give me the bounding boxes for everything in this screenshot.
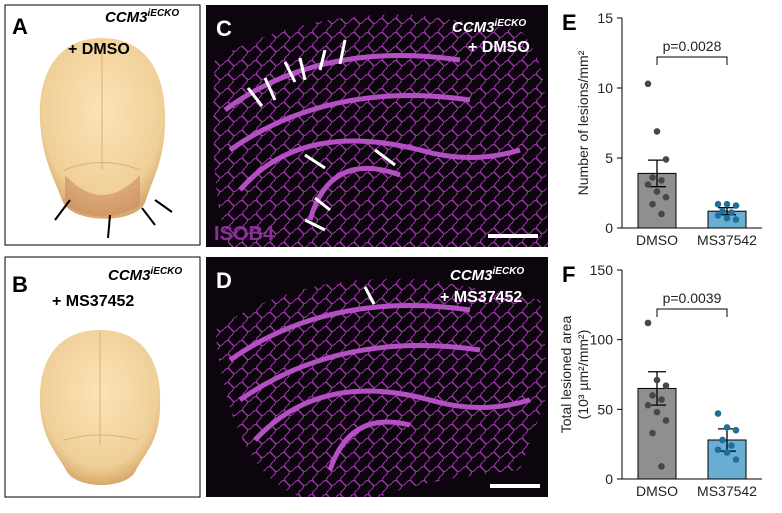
data-point (649, 174, 656, 181)
data-point (649, 200, 656, 208)
data-point (723, 200, 731, 208)
data-point (728, 209, 735, 216)
treatment: + DMSO (68, 41, 130, 58)
y-tick-label: 5 (605, 150, 613, 166)
genotype-name: CCM3 (450, 267, 493, 284)
stain-label: ISOB4 (214, 223, 275, 245)
genotype-superscript: iECKO (495, 18, 527, 29)
data-point (662, 156, 670, 163)
data-point (662, 382, 670, 389)
x-tick-label: DMSO (636, 483, 678, 499)
treatment: + MS37452 (52, 293, 134, 310)
data-point (662, 193, 670, 201)
treatment: + DMSO (468, 39, 530, 56)
genotype-name: CCM3 (452, 19, 495, 36)
p-value: p=0.0039 (663, 290, 722, 306)
data-point (644, 80, 652, 88)
genotype-superscript: iECKO (493, 266, 525, 277)
data-point (732, 216, 740, 223)
p-value: p=0.0028 (663, 38, 722, 54)
y-axis-label: (10³ µm²/mm²) (575, 330, 591, 420)
panel-letter: E (562, 10, 577, 35)
y-tick-label: 0 (605, 471, 613, 487)
y-tick-label: 150 (590, 262, 614, 278)
genotype: CCM3iECKO (105, 8, 179, 26)
panel-letter: B (12, 272, 28, 297)
y-tick-label: 100 (590, 332, 614, 348)
data-point (649, 429, 656, 437)
y-tick-label: 0 (605, 220, 613, 236)
data-point (658, 463, 665, 470)
y-axis-label: Total lesioned area (558, 316, 574, 434)
data-point (732, 426, 740, 434)
brain-fissure (63, 332, 139, 445)
brain-lesions (65, 175, 140, 217)
data-point (653, 188, 661, 195)
genotype-name: CCM3 (108, 267, 151, 284)
data-point (644, 319, 652, 327)
x-tick-label: DMSO (636, 232, 678, 248)
arrows (246, 39, 396, 232)
panel-letter: A (12, 14, 28, 39)
data-point (723, 424, 731, 431)
genotype-superscript: iECKO (148, 8, 180, 19)
genotype-name: CCM3 (105, 9, 148, 26)
data-point (732, 202, 740, 209)
significance-bracket (656, 56, 728, 65)
data-point (714, 200, 722, 208)
treatment: + MS37452 (440, 289, 522, 306)
data-point (728, 442, 735, 449)
data-point (644, 181, 652, 188)
data-point (723, 214, 731, 222)
data-point (653, 408, 661, 416)
data-point (714, 212, 722, 219)
tissue-folds (228, 303, 531, 471)
data-point (732, 456, 740, 463)
y-axis-label: Number of lesions/mm² (575, 50, 591, 195)
panel-letter: C (216, 16, 232, 41)
data-point (658, 396, 665, 403)
data-point (719, 207, 726, 215)
data-point (662, 417, 670, 424)
scale-bar (490, 484, 540, 488)
x-tick-label: MS37542 (697, 483, 757, 499)
genotype: CCM3iECKO (450, 266, 524, 284)
panel-letter: D (216, 268, 232, 293)
y-tick-label: 10 (597, 80, 613, 96)
tissue-folds (223, 53, 521, 221)
genotype: CCM3iECKO (452, 18, 526, 36)
data-point (719, 436, 726, 444)
data-point (658, 177, 665, 184)
x-tick-label: MS37542 (697, 232, 757, 248)
y-tick-label: 15 (597, 10, 613, 26)
panel-letter: F (562, 262, 575, 287)
significance-bracket (656, 308, 728, 317)
data-point (653, 376, 661, 384)
arrows (54, 199, 173, 239)
data-point (714, 446, 722, 454)
data-point (653, 128, 661, 135)
y-tick-label: 50 (597, 401, 613, 417)
data-point (649, 392, 656, 399)
genotype: CCM3iECKO (108, 266, 182, 284)
arrow (363, 286, 376, 305)
scale-bar (488, 234, 538, 238)
data-point (644, 401, 652, 409)
data-point (658, 210, 665, 218)
brain-fissure (63, 40, 141, 171)
data-point (714, 410, 722, 417)
genotype-superscript: iECKO (151, 266, 183, 277)
tissue (215, 278, 546, 497)
data-point (723, 449, 731, 456)
